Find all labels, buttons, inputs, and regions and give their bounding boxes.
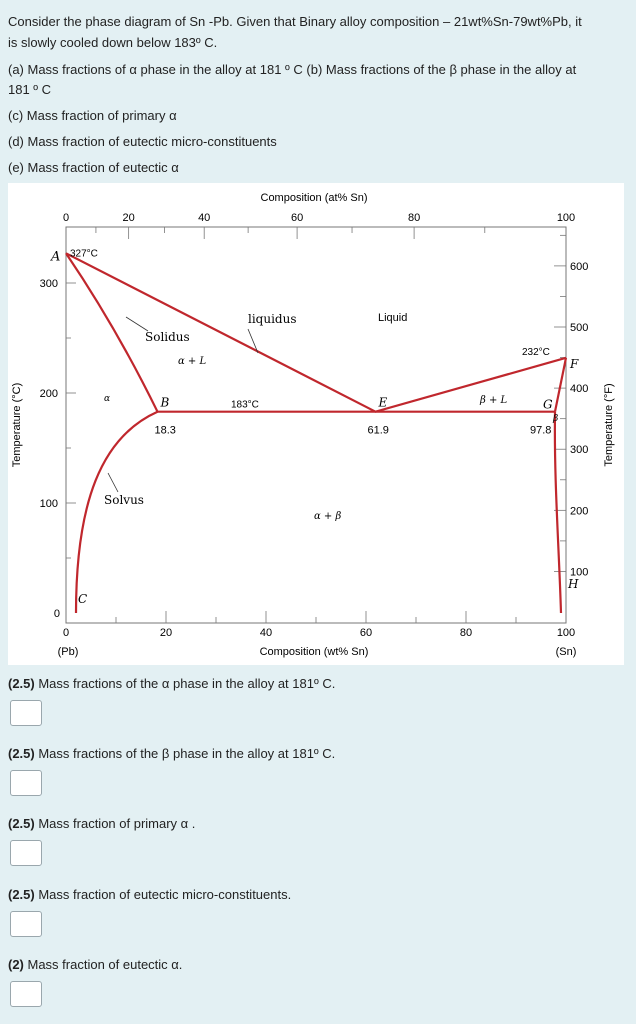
eutectic-temp-label: 183°C [231,400,259,411]
answer-2-points: (2.5) [8,746,35,761]
bottom-axis-title: Composition (wt% Sn) [260,646,369,658]
solidus-label: Solidus [145,330,190,344]
answer-5-input[interactable] [10,981,42,1007]
answer-1-label: (2.5) Mass fractions of the α phase in t… [8,676,335,691]
answer-3-label: (2.5) Mass fraction of primary α . [8,816,195,831]
solidus-line-alpha [65,252,159,413]
alpha-liquid-label: α + L [178,356,206,367]
right-tick-label: 600 [570,261,588,273]
answer-2-label: (2.5) Mass fractions of the β phase in t… [8,746,335,761]
top-tick-label: 40 [198,212,210,224]
top-tick-label: 20 [123,212,135,224]
top-axis-title: Composition (at% Sn) [261,192,368,204]
question-part-e: (e) Mass fraction of eutectic α [8,160,179,175]
question-part-d: (d) Mass fraction of eutectic micro-cons… [8,134,277,149]
liquidus-line [65,252,567,413]
answer-5-text: Mass fraction of eutectic α. [23,957,183,972]
left-axis-title: Temperature (°C) [11,383,23,467]
bottom-end-left: (Pb) [58,646,79,658]
answer-4-points: (2.5) [8,887,35,902]
solvus-label: Solvus [104,493,144,507]
bottom-tick-label: 40 [260,627,272,639]
point-e-value: 61.9 [368,425,389,437]
answer-1-points: (2.5) [8,676,35,691]
point-e-label: E [378,396,388,410]
point-a-label: A [50,249,60,264]
point-f-label: F [569,357,579,371]
question-intro-line2: is slowly cooled down below 183º C. [8,35,218,50]
right-tick-label: 500 [570,322,588,334]
melting-pb-label: 327°C [70,248,98,259]
right-axis-title: Temperature (°F) [603,383,615,466]
beta-liquid-label: β + L [479,395,508,406]
answer-4-text: Mass fraction of eutectic micro-constitu… [34,887,292,902]
alpha-beta-label: α + β [314,511,341,522]
bottom-tick-label: 20 [160,627,172,639]
bottom-end-right: (Sn) [556,646,577,658]
solvus-pointer [107,472,119,493]
alpha-label: α [104,394,110,404]
top-tick-label: 100 [557,212,575,224]
right-tick-label: 400 [570,383,588,395]
left-tick-label: 0 [54,608,60,620]
right-tick-label: 100 [570,566,588,578]
point-g-label: G [543,398,553,412]
phase-diagram-svg: Composition (at% Sn) Composition (wt% Sn… [11,192,615,658]
answer-2-text: Mass fractions of the β phase in the all… [34,746,336,761]
plot-frame [65,226,567,624]
point-b-value: 18.3 [155,425,176,437]
left-tick-label: 300 [40,278,58,290]
liquidus-label: liquidus [248,312,297,326]
bottom-tick-label: 80 [460,627,472,639]
top-tick-label: 60 [291,212,303,224]
answer-1-text: Mass fractions of the α phase in the all… [34,676,336,691]
answer-3-input[interactable] [10,840,42,866]
phase-diagram-figure: Composition (at% Sn) Composition (wt% Sn… [8,183,624,665]
liquid-label: Liquid [378,312,407,324]
left-tick-label: 200 [40,388,58,400]
bottom-tick-label: 100 [557,627,575,639]
melting-sn-label: 232°C [522,347,550,358]
answer-1-input[interactable] [10,700,42,726]
answer-3-text: Mass fraction of primary α . [34,816,196,831]
right-tick-label: 200 [570,505,588,517]
question-intro-line1: Consider the phase diagram of Sn -Pb. Gi… [8,14,582,29]
solvus-line-alpha [74,410,158,614]
top-tick-label: 80 [408,212,420,224]
solvus-line-beta [553,411,563,614]
answer-2-input[interactable] [10,770,42,796]
point-b-label: B [160,396,170,410]
beta-label: β [552,414,558,424]
answer-4-label: (2.5) Mass fraction of eutectic micro-co… [8,887,291,902]
question-part-ab-line2: 181 º C [8,82,52,97]
right-tick-label: 300 [570,444,588,456]
bottom-tick-label: 0 [63,627,69,639]
answer-3-points: (2.5) [8,816,35,831]
liquidus-pointer [247,328,259,354]
top-tick-label: 0 [63,212,69,224]
left-tick-label: 100 [40,498,58,510]
answer-5-points: (2) [8,957,24,972]
point-c-label: C [78,592,87,606]
question-part-c: (c) Mass fraction of primary α [8,108,177,123]
answer-5-label: (2) Mass fraction of eutectic α. [8,957,182,972]
point-g-value: 97.8 [530,425,551,437]
question-part-ab-line1: (a) Mass fractions of α phase in the all… [8,62,577,77]
answer-4-input[interactable] [10,911,42,937]
point-h-label: H [567,577,579,591]
solidus-line-beta [553,357,568,412]
solidus-pointer [125,316,149,332]
bottom-tick-label: 60 [360,627,372,639]
